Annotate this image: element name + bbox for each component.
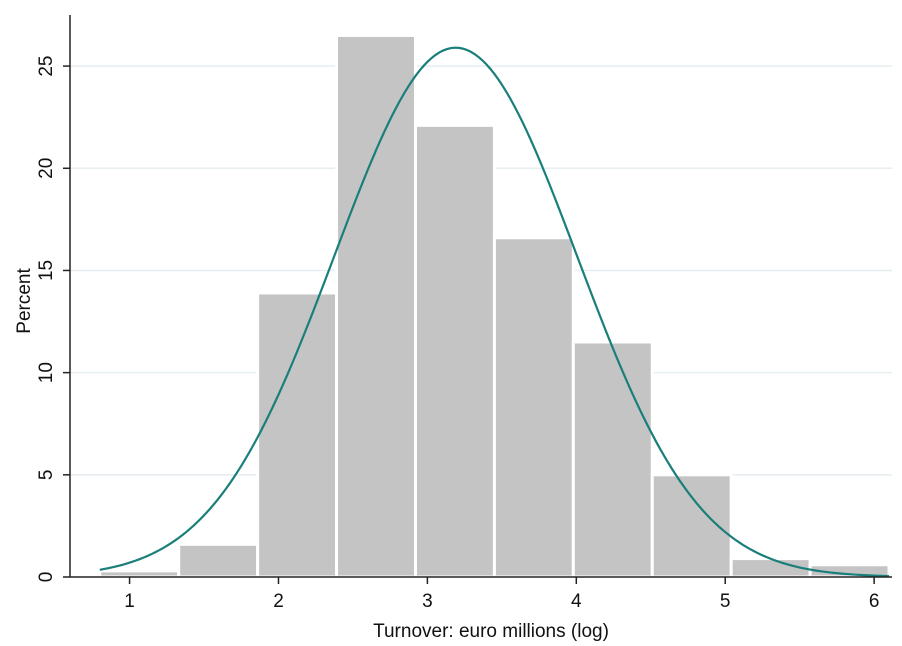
x-tick-label: 6: [869, 591, 880, 612]
normal-density-curve: [99, 46, 890, 578]
histogram-bar: [335, 33, 417, 579]
y-tick-label: 5: [36, 470, 57, 481]
histogram-bar: [492, 236, 575, 579]
x-tick-label: 5: [720, 591, 731, 612]
y-tick-label: 15: [36, 260, 57, 281]
axes: 1 2 3 4 5 6 0 5 10 15 20 25: [36, 15, 892, 612]
histogram-bar: [571, 340, 654, 579]
x-tick-label: 2: [273, 591, 284, 612]
histogram-bar: [413, 123, 496, 579]
histogram-bar: [650, 473, 733, 579]
histogram-bar: [98, 569, 181, 579]
y-tick-label: 10: [36, 362, 57, 383]
y-tick-label: 0: [36, 572, 57, 583]
x-axis-label: Turnover: euro millions (log): [373, 621, 609, 642]
histogram-bar: [256, 291, 339, 579]
bars: [98, 33, 891, 579]
y-tick-label: 25: [36, 56, 57, 77]
x-tick-label: 4: [571, 591, 582, 612]
y-tick-label: 20: [36, 158, 57, 179]
x-tick-label: 3: [422, 591, 433, 612]
y-axis-label: Percent: [14, 268, 35, 334]
histogram-bar: [177, 542, 260, 579]
x-tick-label: 1: [124, 591, 135, 612]
normal-curve-line: [99, 46, 890, 578]
